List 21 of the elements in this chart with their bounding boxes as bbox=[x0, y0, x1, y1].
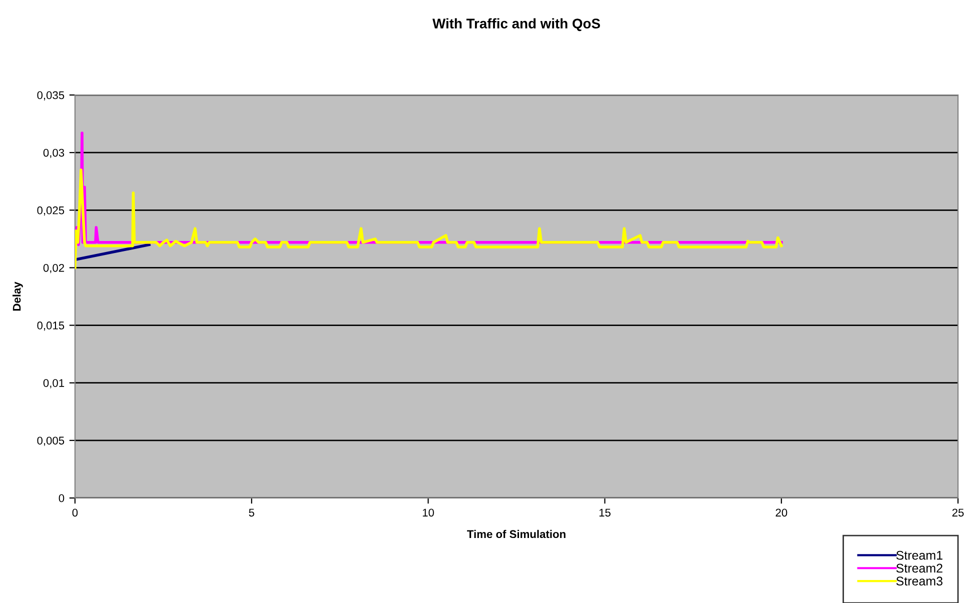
x-tick-label: 20 bbox=[776, 508, 788, 517]
x-tick-label: 0 bbox=[72, 508, 78, 517]
y-axis-title: Delay bbox=[12, 282, 23, 311]
y-tick-label: 0,015 bbox=[37, 322, 64, 331]
line-series bbox=[75, 168, 783, 270]
y-tick-label: 0,03 bbox=[43, 148, 64, 158]
legend-label: Stream1 bbox=[896, 550, 942, 560]
x-tick-label: 10 bbox=[422, 508, 434, 517]
x-tick-label: 15 bbox=[599, 508, 611, 517]
y-tick-label: 0,02 bbox=[43, 264, 64, 274]
y-tick-label: 0 bbox=[58, 494, 64, 502]
y-tick-label: 0,035 bbox=[37, 91, 64, 100]
x-tick-label: 25 bbox=[952, 508, 964, 517]
y-tick-label: 0,005 bbox=[37, 436, 64, 446]
legend-label: Stream3 bbox=[896, 576, 942, 586]
y-tick-label: 0,025 bbox=[37, 206, 64, 216]
y-tick-label: 0,01 bbox=[43, 379, 64, 388]
x-axis-title: Time of Simulation bbox=[467, 530, 566, 538]
chart-title: With Traffic and with QoS bbox=[432, 18, 600, 32]
legend-label: Stream2 bbox=[896, 564, 942, 573]
x-tick-label: 5 bbox=[248, 508, 254, 517]
